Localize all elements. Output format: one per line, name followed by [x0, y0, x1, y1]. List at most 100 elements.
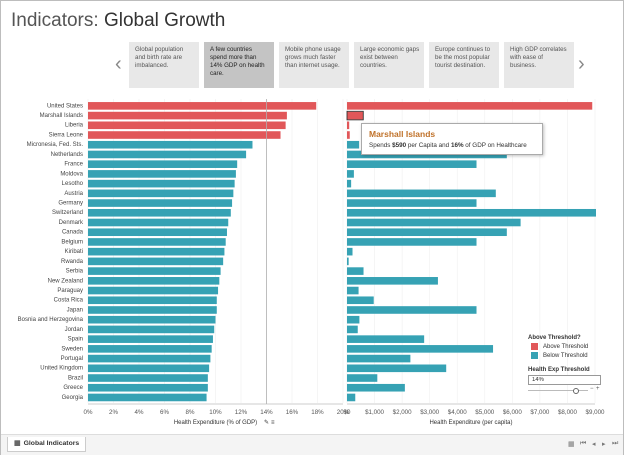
pin-icon[interactable]: ✎	[264, 419, 269, 426]
story-point-4[interactable]: Large economic gaps exist between countr…	[354, 42, 425, 88]
bar-portugal[interactable]	[88, 354, 211, 363]
bar-france[interactable]	[88, 160, 238, 168]
bar-rwanda[interactable]	[347, 257, 349, 266]
bar-costa-rica[interactable]	[88, 296, 217, 305]
bar-georgia[interactable]	[347, 393, 356, 402]
next-page-icon[interactable]: ▸	[602, 441, 606, 448]
bar-united-kingdom[interactable]	[88, 364, 210, 373]
bar-lesotho[interactable]	[88, 179, 235, 188]
bar-moldova[interactable]	[88, 170, 236, 178]
category-label: Belgium	[61, 239, 83, 245]
bar-rwanda[interactable]	[88, 257, 224, 266]
threshold-increase-button[interactable]: +	[596, 386, 600, 392]
bar-serbia[interactable]	[347, 267, 364, 275]
bar-paraguay[interactable]	[347, 286, 359, 295]
category-label: Greece	[63, 385, 83, 391]
bar-greece[interactable]	[347, 383, 405, 392]
first-page-icon[interactable]: ⏮	[580, 440, 587, 447]
category-label: Canada	[62, 230, 84, 236]
bar-moldova[interactable]	[347, 170, 354, 178]
sort-icon[interactable]: ≡	[271, 420, 275, 426]
bar-denmark[interactable]	[88, 218, 229, 227]
x-tick-label: $6,000	[503, 409, 522, 416]
bar-micronesia-fed-sts-[interactable]	[347, 140, 360, 149]
bar-jordan[interactable]	[347, 325, 358, 334]
last-page-icon[interactable]: ⏭	[612, 440, 619, 447]
bar-lesotho[interactable]	[347, 179, 352, 188]
bar-new-zealand[interactable]	[347, 277, 438, 285]
bar-austria[interactable]	[88, 189, 234, 198]
bar-germany[interactable]	[88, 199, 233, 207]
legend-item-below[interactable]: Below Threshold	[528, 352, 608, 359]
bar-greece[interactable]	[88, 383, 208, 392]
bar-brazil[interactable]	[88, 374, 208, 382]
bar-bosnia-and-herzegovina[interactable]	[88, 315, 216, 324]
bar-serbia[interactable]	[88, 267, 221, 275]
bar-canada[interactable]	[88, 228, 227, 237]
bar-canada[interactable]	[347, 228, 507, 237]
bar-new-zealand[interactable]	[88, 277, 220, 285]
category-label: Jordan	[65, 327, 83, 333]
story-point-3[interactable]: Mobile phone usage grows much faster tha…	[279, 42, 350, 88]
category-label: Marshall Islands	[40, 113, 83, 119]
bar-france[interactable]	[347, 160, 477, 168]
bar-jordan[interactable]	[88, 325, 215, 334]
bar-liberia[interactable]	[347, 121, 350, 130]
bar-austria[interactable]	[347, 189, 496, 198]
bar-bosnia-and-herzegovina[interactable]	[347, 315, 360, 324]
prev-page-icon[interactable]: ◂	[592, 441, 596, 448]
bar-paraguay[interactable]	[88, 286, 219, 295]
bar-united-states[interactable]	[347, 102, 593, 110]
bar-united-states[interactable]	[88, 102, 317, 110]
story-point-5[interactable]: Europe continues to be the most popular …	[429, 42, 500, 88]
x-tick-label: $1,000	[365, 409, 384, 416]
bar-japan[interactable]	[88, 306, 217, 314]
threshold-input[interactable]	[528, 375, 601, 385]
tooltip-title: Marshall Islands	[369, 129, 436, 139]
grid-view-icon[interactable]: ▦	[568, 441, 575, 448]
bar-sierra-leone[interactable]	[88, 131, 281, 139]
category-label: Brazil	[68, 375, 83, 381]
category-label: Moldova	[60, 171, 83, 177]
bar-marshall-islands[interactable]	[347, 111, 364, 120]
bar-micronesia-fed-sts-[interactable]	[88, 140, 253, 149]
threshold-slider[interactable]: − +	[528, 386, 600, 394]
bar-denmark[interactable]	[347, 218, 521, 227]
threshold-decrease-button[interactable]: −	[590, 386, 594, 392]
sheet-tab-global-indicators[interactable]: ▦ Global Indicators	[7, 437, 87, 452]
story-next-button[interactable]: ›	[578, 53, 585, 75]
bar-switzerland[interactable]	[347, 208, 596, 217]
bar-belgium[interactable]	[88, 238, 226, 246]
bar-portugal[interactable]	[347, 354, 411, 363]
legend-label-above: Above Threshold	[543, 343, 589, 350]
bar-netherlands[interactable]	[88, 150, 247, 159]
bar-sweden[interactable]	[88, 345, 212, 353]
bar-costa-rica[interactable]	[347, 296, 374, 305]
health-expenditure-charts: United States Marshall Islands Liberia Sier…	[18, 99, 605, 426]
x-tick-label: 10%	[209, 409, 222, 416]
x-tick-label: 6%	[160, 409, 169, 416]
bar-marshall-islands[interactable]	[88, 111, 287, 120]
bar-sweden[interactable]	[347, 345, 494, 353]
bar-japan[interactable]	[347, 306, 477, 314]
legend-item-above[interactable]: Above Threshold	[528, 343, 608, 350]
story-prev-button[interactable]: ‹	[115, 53, 122, 75]
bar-switzerland[interactable]	[88, 208, 231, 217]
tooltip-suffix: of GDP on Healthcare	[465, 142, 527, 149]
x-tick-label: 8%	[186, 409, 195, 416]
bar-kiribati[interactable]	[347, 247, 353, 256]
bar-spain[interactable]	[347, 335, 425, 343]
bar-kiribati[interactable]	[88, 247, 225, 256]
bar-germany[interactable]	[347, 199, 477, 207]
story-point-6[interactable]: High GDP correlates with ease of busines…	[504, 42, 575, 88]
bar-georgia[interactable]	[88, 393, 207, 402]
bar-sierra-leone[interactable]	[347, 131, 350, 139]
bar-brazil[interactable]	[347, 374, 378, 382]
bar-united-kingdom[interactable]	[347, 364, 447, 373]
bar-spain[interactable]	[88, 335, 213, 343]
story-point-2[interactable]: A few countries spend more than 14% GDP …	[204, 42, 275, 88]
bar-liberia[interactable]	[88, 121, 286, 130]
story-point-1[interactable]: Global population and birth rate are imb…	[129, 42, 200, 88]
bar-belgium[interactable]	[347, 238, 477, 246]
slider-handle[interactable]	[573, 388, 579, 394]
